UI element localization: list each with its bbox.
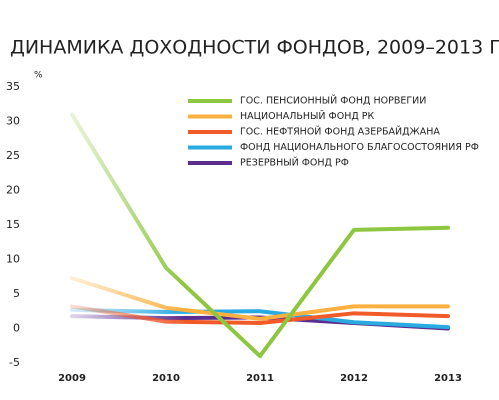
chart-title: ДИНАМИКА ДОХОДНОСТИ ФОНДОВ, 2009–2013 ГГ…: [10, 37, 499, 59]
series-line: [70, 276, 450, 321]
x-tick-label: 2010: [152, 373, 180, 384]
y-axis-label: %: [34, 71, 43, 81]
y-tick-label: 5: [13, 287, 20, 300]
legend-label: ГОС. ПЕНСИОННЫЙ ФОНД НОРВЕГИИ: [240, 95, 426, 107]
y-tick-label: 25: [6, 149, 20, 162]
y-tick-label: 15: [6, 218, 20, 231]
legend-label: ФОНД НАЦИОНАЛЬНОГО БЛАГОСОСТОЯНИЯ РФ: [240, 142, 479, 153]
legend-label: НАЦИОНАЛЬНЫЙ ФОНД РК: [240, 110, 375, 122]
series-line: [70, 304, 450, 325]
x-tick-label: 2012: [340, 373, 368, 384]
y-tick-label: 20: [6, 184, 20, 197]
x-tick-label: 2009: [58, 373, 86, 384]
x-tick-label: 2013: [434, 373, 462, 384]
y-tick-label: 0: [13, 322, 20, 335]
series-line: [70, 112, 450, 359]
y-tick-label: 10: [6, 253, 20, 266]
y-tick-label: -5: [9, 356, 20, 369]
x-tick-label: 2011: [246, 373, 274, 384]
legend-label: ГОС. НЕФТЯНОЙ ФОНД АЗЕРБАЙДЖАНА: [240, 126, 440, 138]
series-line: [70, 307, 450, 330]
y-tick-label: 30: [6, 115, 20, 128]
y-tick-label: 35: [6, 80, 20, 93]
legend-label: РЕЗЕРВНЫЙ ФОНД РФ: [240, 157, 349, 169]
